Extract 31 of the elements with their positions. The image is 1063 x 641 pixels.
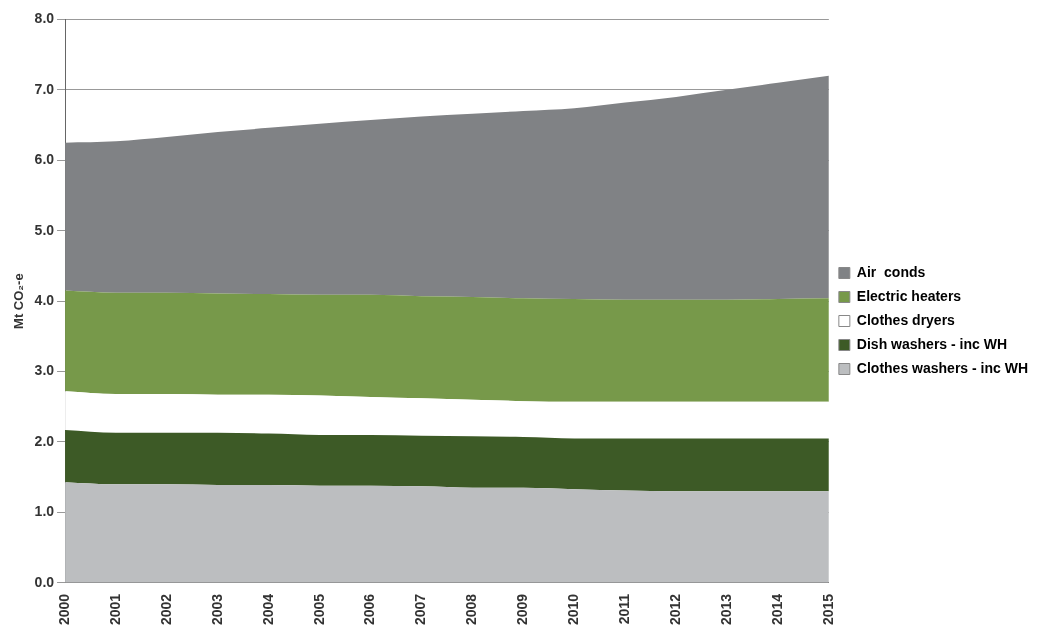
legend-label: Clothes dryers bbox=[856, 311, 956, 328]
y-axis-title: Mt CO₂-e bbox=[11, 273, 27, 329]
y-tick-label: 2.0 bbox=[34, 432, 55, 449]
legend-label: Dish washers - inc WH bbox=[856, 335, 1008, 352]
y-tick-label: 8.0 bbox=[34, 10, 55, 27]
x-tick-label: 2012 bbox=[666, 593, 683, 626]
x-tick-label: 2011 bbox=[616, 593, 633, 625]
x-tick-label: 2009 bbox=[514, 593, 531, 626]
x-tick-label: 2015 bbox=[819, 593, 836, 626]
x-tick-label: 2010 bbox=[565, 593, 582, 626]
x-tick-label: 2013 bbox=[717, 593, 734, 626]
x-tick-label: 2014 bbox=[768, 593, 785, 626]
y-tick-label: 3.0 bbox=[34, 362, 55, 379]
x-tick-label: 2003 bbox=[208, 593, 225, 626]
legend-label: Clothes washers - inc WH bbox=[856, 359, 1029, 376]
y-tick-label: 7.0 bbox=[34, 80, 55, 97]
x-tick-label: 2006 bbox=[361, 593, 378, 626]
y-tick-label: 4.0 bbox=[34, 291, 55, 308]
x-tick-label: 2001 bbox=[106, 593, 123, 626]
legend-label: Electric heaters bbox=[856, 287, 962, 304]
x-tick-label: 2002 bbox=[157, 593, 174, 626]
y-tick-label: 1.0 bbox=[34, 503, 55, 520]
y-tick-label: 0.0 bbox=[34, 573, 55, 590]
x-tick-label: 2007 bbox=[412, 593, 429, 626]
y-tick-label: 5.0 bbox=[34, 221, 55, 238]
legend-label: Air conds bbox=[856, 263, 926, 280]
x-tick-label: 2004 bbox=[259, 593, 276, 626]
x-tick-label: 2005 bbox=[310, 593, 327, 626]
x-tick-label: 2000 bbox=[55, 593, 72, 626]
x-tick-label: 2008 bbox=[463, 593, 480, 626]
y-tick-label: 6.0 bbox=[34, 151, 55, 168]
